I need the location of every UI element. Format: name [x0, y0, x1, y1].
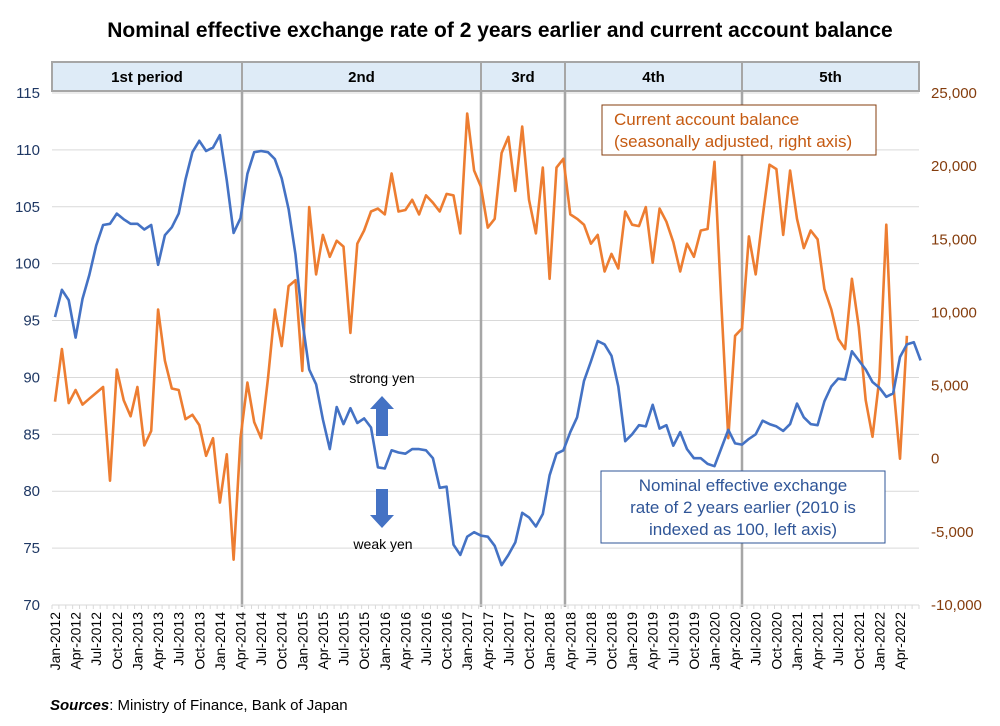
right-tick-label: -5,000 [931, 524, 974, 541]
left-tick-label: 85 [23, 426, 40, 443]
right-tick-label: 25,000 [931, 85, 977, 102]
weak-yen-annotation: weak yen [352, 489, 413, 552]
left-tick-label: 110 [16, 142, 40, 159]
left-tick-label: 100 [15, 256, 40, 273]
current-account-box-line-1: Current account balance [614, 110, 799, 129]
period-label: 1st period [111, 69, 183, 86]
current-account-box [601, 104, 877, 156]
current-account-line [53, 112, 909, 562]
x-tick-label: Jan-2022 [871, 612, 887, 671]
x-tick-label: Oct-2014 [274, 612, 290, 670]
neer-box [600, 470, 886, 544]
x-tick-label: Jul-2012 [88, 612, 104, 666]
right-tick-label: 5,000 [931, 378, 969, 395]
x-tick-label: Apr-2015 [315, 612, 331, 670]
x-tick-label: Jul-2013 [171, 612, 187, 666]
left-tick-label: 115 [16, 85, 40, 102]
x-tick-label: Jan-2015 [294, 612, 310, 671]
x-tick-label: Jan-2016 [377, 612, 393, 671]
x-tick-label: Jan-2014 [212, 612, 228, 671]
neer-legend-box: Nominal effective exchange rate of 2 yea… [600, 470, 886, 544]
source-label: Sources [50, 697, 110, 714]
x-tick-label: Oct-2012 [109, 612, 125, 670]
x-tick-label: Apr-2012 [68, 612, 84, 670]
period-cell [480, 61, 566, 92]
right-tick-label: 0 [931, 451, 939, 468]
x-tick-label: Apr-2017 [480, 612, 496, 670]
x-tick-label: Apr-2022 [892, 612, 908, 670]
x-tick-label: Apr-2013 [150, 612, 166, 670]
x-tick-label: Oct-2019 [686, 612, 702, 670]
period-cell [241, 61, 482, 92]
x-tick-label: Apr-2021 [810, 612, 826, 670]
x-tick-label: Oct-2016 [439, 612, 455, 670]
period-cell [564, 61, 743, 92]
right-tick-label: 15,000 [931, 231, 977, 248]
x-tick-label: Oct-2013 [191, 612, 207, 670]
x-tick-label: Apr-2018 [562, 612, 578, 670]
source-note: Sources: Ministry of Finance, Bank of Ja… [50, 697, 348, 714]
current-account-box-line-2: (seasonally adjusted, right axis) [614, 132, 852, 151]
weak-yen-label: weak yen [352, 536, 412, 552]
right-axis: -10,000 -5,000 0 5,000 10,000 15,000 20,000 25,… [931, 85, 982, 614]
period-label: 5th [819, 69, 842, 86]
neer-box-line-1: Nominal effective exchange [639, 476, 848, 495]
x-tick-label: Oct-2017 [521, 612, 537, 670]
left-tick-label: 75 [23, 540, 40, 557]
x-tick-label: Jan-2020 [707, 612, 723, 671]
x-tick-label: Jan-2012 [47, 612, 63, 671]
x-tick-label: Jan-2019 [624, 612, 640, 671]
x-tick-label: Oct-2015 [356, 612, 372, 670]
up-arrow-icon [370, 396, 394, 436]
x-tick-label: Jan-2018 [542, 612, 558, 671]
x-tick-label: Jul-2016 [418, 612, 434, 666]
x-tick-label: Apr-2019 [645, 612, 661, 670]
left-tick-label: 105 [15, 199, 40, 216]
x-tick-label: Jul-2015 [336, 612, 352, 666]
x-tick-label: Jan-2013 [129, 612, 145, 671]
period-label: 4th [642, 69, 665, 86]
period-cell [741, 61, 920, 92]
x-tick-label: Jul-2018 [583, 612, 599, 666]
left-tick-label: 80 [23, 483, 40, 500]
left-axis: 70 75 80 85 90 95 100 105 110 115 [15, 85, 40, 614]
series-lines [53, 112, 922, 567]
x-tick-label: Oct-2020 [768, 612, 784, 670]
neer-line [53, 133, 922, 567]
period-header: 1st period 2nd 3rd 4th 5th [51, 61, 920, 92]
x-tick-label: Jul-2017 [500, 612, 516, 666]
right-tick-label: -10,000 [931, 597, 982, 614]
x-tick-label: Oct-2021 [851, 612, 867, 670]
x-tick-label: Jul-2014 [253, 612, 269, 666]
neer-box-line-2: rate of 2 years earlier (2010 is [630, 498, 856, 517]
period-label: 3rd [511, 69, 534, 86]
x-tick-label: Apr-2016 [397, 612, 413, 670]
current-account-legend-box: Current account balance (seasonally adju… [601, 104, 877, 156]
gridlines [52, 92, 919, 549]
x-tick-label: Jan-2021 [789, 612, 805, 671]
chart-title: Nominal effective exchange rate of 2 yea… [107, 19, 892, 42]
x-tick-label: Jul-2020 [748, 612, 764, 666]
x-tick-label: Jan-2017 [459, 612, 475, 671]
left-tick-label: 95 [23, 313, 40, 330]
source-text: : Ministry of Finance, Bank of Japan [109, 697, 348, 714]
period-label: 2nd [348, 69, 375, 86]
x-tick-label: Jul-2019 [665, 612, 681, 666]
x-tick-label: Apr-2014 [232, 612, 248, 670]
strong-yen-label: strong yen [349, 370, 414, 386]
x-tick-label: Jul-2021 [830, 612, 846, 666]
right-tick-label: 20,000 [931, 158, 977, 175]
left-tick-label: 90 [23, 369, 40, 386]
x-tick-label: Oct-2018 [603, 612, 619, 670]
left-tick-label: 70 [23, 597, 40, 614]
down-arrow-icon [370, 489, 394, 528]
x-axis: Jan-2012 Apr-2012 Jul-2012 Oct-2012 Jan-2013… [47, 604, 920, 671]
x-tick-label: Apr-2020 [727, 612, 743, 670]
strong-yen-annotation: strong yen [349, 370, 415, 436]
right-tick-label: 10,000 [931, 304, 977, 321]
neer-box-line-3: indexed as 100, left axis) [649, 520, 837, 539]
